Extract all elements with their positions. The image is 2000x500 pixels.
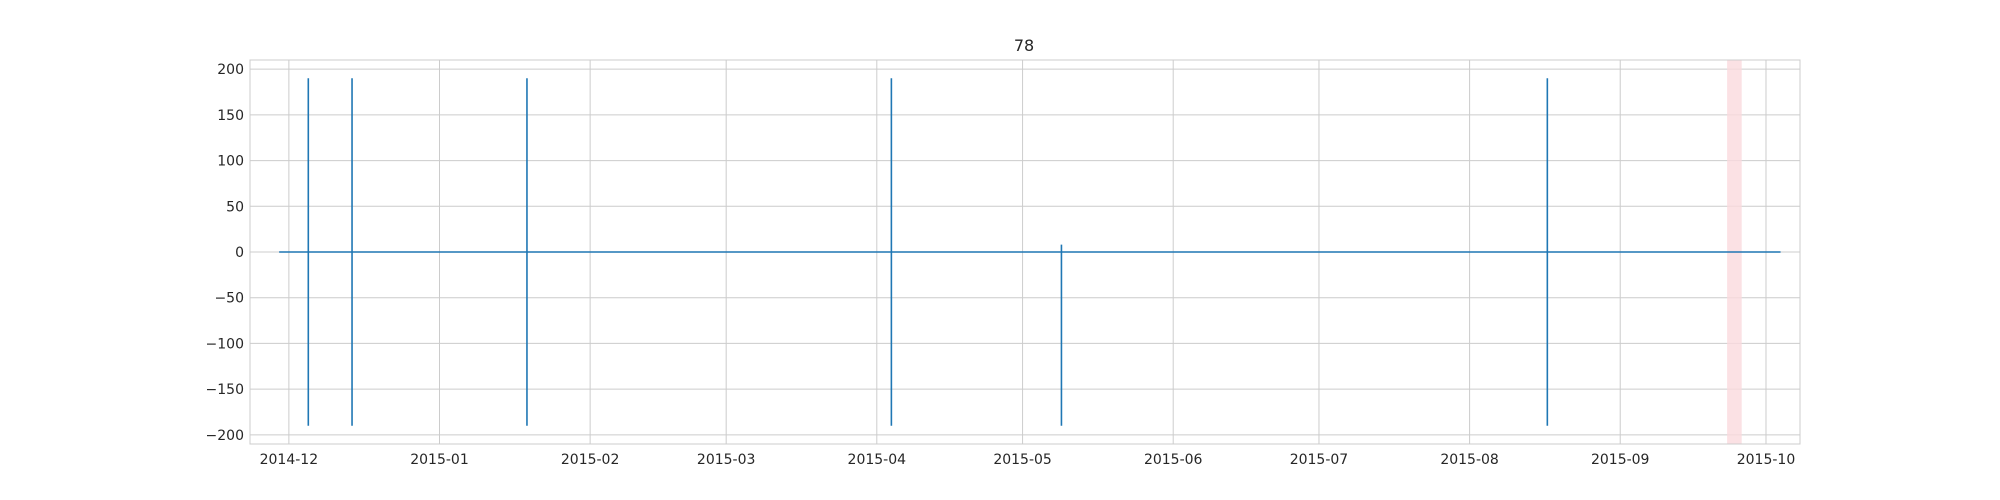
x-tick-label: 2015-05	[993, 452, 1052, 468]
chart-title: 78	[1014, 36, 1034, 55]
grid	[250, 60, 1800, 444]
x-tick-label: 2015-02	[561, 452, 620, 468]
x-axis-ticks: 2014-12 2015-01 2015-02 2015-03 2015-04 2015-…	[260, 452, 1796, 468]
y-tick-label: 100	[217, 154, 244, 170]
x-tick-label: 2015-03	[697, 452, 756, 468]
x-tick-label: 2015-10	[1737, 452, 1796, 468]
y-tick-label: −50	[214, 291, 244, 307]
plot-frame	[249, 59, 1801, 445]
y-axis-ticks: −200 −150 −100 −50 0 50 100 150 200	[206, 62, 244, 444]
y-tick-label: 0	[235, 245, 244, 261]
y-tick-label: 200	[217, 62, 244, 78]
x-tick-label: 2015-09	[1591, 452, 1650, 468]
x-tick-label: 2014-12	[260, 452, 319, 468]
y-tick-label: −100	[206, 336, 244, 352]
x-tick-label: 2015-08	[1440, 452, 1499, 468]
y-tick-label: −150	[206, 382, 244, 398]
x-tick-label: 2015-04	[848, 452, 907, 468]
series-layer	[279, 78, 1781, 426]
y-tick-label: 50	[226, 199, 244, 215]
y-tick-label: 150	[217, 108, 244, 124]
y-tick-label: −200	[206, 428, 244, 444]
x-tick-label: 2015-01	[410, 452, 469, 468]
x-tick-label: 2015-07	[1290, 452, 1349, 468]
x-tick-label: 2015-06	[1144, 452, 1203, 468]
